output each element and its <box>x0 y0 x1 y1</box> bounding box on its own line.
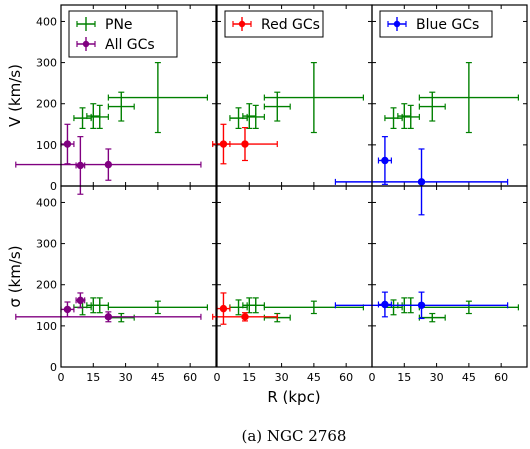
data-point <box>107 91 135 122</box>
y-tick-label: 200 <box>36 98 57 111</box>
data-point <box>90 104 109 130</box>
y-axis-label: V (km/s) <box>6 64 24 127</box>
data-point <box>334 291 509 320</box>
data-point <box>212 126 278 162</box>
data-point <box>60 301 75 318</box>
data-point <box>384 107 403 130</box>
x-tick-label: 15 <box>86 371 100 384</box>
data-point <box>216 292 231 325</box>
legend: Red GCs <box>224 10 324 38</box>
data-point <box>229 107 248 130</box>
series-unnamed <box>73 297 208 323</box>
x-tick-label: 15 <box>397 371 411 384</box>
legend-entry: Red GCs <box>232 17 320 33</box>
x-tick-label: 0 <box>58 371 65 384</box>
data-point <box>334 148 509 216</box>
series-blue-gcs <box>334 136 509 216</box>
x-tick-label: 15 <box>242 371 256 384</box>
x-tick-label: 0 <box>369 371 376 384</box>
panel-frame <box>216 185 373 368</box>
data-point <box>107 300 208 315</box>
panel-6: 0 15 30 45 60 <box>334 185 528 384</box>
series-all-gcs <box>15 123 202 195</box>
data-point <box>263 300 364 315</box>
legend-label: Blue GCs <box>416 17 479 33</box>
data-point <box>212 312 278 322</box>
y-tick-label: 100 <box>36 139 57 152</box>
y-tick-label: 200 <box>36 279 57 292</box>
x-tick-label: 30 <box>430 371 444 384</box>
data-point <box>418 91 446 122</box>
y-tick-label: 0 <box>50 361 57 374</box>
y-tick-label: 100 <box>36 320 57 333</box>
data-point <box>418 300 519 315</box>
legend: Blue GCs <box>379 10 493 38</box>
data-point <box>75 292 86 309</box>
x-tick-label: 45 <box>151 371 165 384</box>
series-unnamed <box>384 61 519 134</box>
data-point <box>263 61 364 134</box>
series-unnamed <box>229 61 364 134</box>
x-tick-label: 60 <box>183 371 197 384</box>
series-pne <box>73 61 208 134</box>
panel-5: 0 15 30 45 60 <box>212 185 373 384</box>
legend: PNe All GCs <box>68 10 178 58</box>
x-axis-label: R (kpc) <box>267 388 320 406</box>
x-tick-label: 60 <box>494 371 508 384</box>
y-axis-label: σ (km/s) <box>6 245 24 307</box>
data-point <box>15 148 202 181</box>
data-point <box>75 136 86 195</box>
x-tick-label: 0 <box>214 371 221 384</box>
data-point <box>229 299 248 316</box>
legend-entry: PNe <box>76 17 133 33</box>
data-point <box>246 104 265 130</box>
figure-caption: (a) NGC 2768 <box>242 427 347 445</box>
legend-label: Red GCs <box>261 17 320 33</box>
legend-label: PNe <box>105 17 133 33</box>
series-unnamed <box>15 292 202 323</box>
y-tick-label: 0 <box>50 180 57 193</box>
series-unnamed <box>212 292 278 325</box>
panel-frame <box>60 185 217 368</box>
x-tick-label: 30 <box>275 371 289 384</box>
legend-label: All GCs <box>105 37 155 53</box>
data-point <box>86 103 101 130</box>
x-tick-label: 45 <box>462 371 476 384</box>
y-tick-label: 400 <box>36 15 57 28</box>
data-point <box>418 312 446 323</box>
y-tick-label: 300 <box>36 238 57 251</box>
data-point <box>263 91 291 122</box>
series-red-gcs <box>212 123 278 165</box>
data-point <box>242 103 257 130</box>
data-point <box>107 312 135 323</box>
legend-entry: Blue GCs <box>387 17 479 33</box>
panel-2: Red GCs <box>212 4 373 187</box>
data-point <box>15 311 202 323</box>
panel-4: 0 15 30 45 60 0 100 200 300 400 σ (km/s) <box>6 185 217 384</box>
data-point <box>377 291 392 318</box>
legend-entry: All GCs <box>76 37 155 53</box>
y-tick-label: 300 <box>36 57 57 70</box>
data-point <box>73 107 92 130</box>
panel-3: Blue GCs <box>334 4 528 216</box>
data-point <box>107 61 208 134</box>
x-tick-label: 45 <box>307 371 321 384</box>
x-tick-label: 60 <box>339 371 353 384</box>
series-unnamed <box>229 297 364 323</box>
data-point <box>418 61 519 134</box>
panel-1: 0 100 200 300 400 V (km/s) PNe All GCs <box>6 4 217 195</box>
series-unnamed <box>334 291 509 320</box>
data-point <box>377 136 392 185</box>
series-unnamed <box>384 297 519 323</box>
data-point <box>397 103 412 130</box>
x-tick-label: 30 <box>119 371 133 384</box>
y-tick-label: 400 <box>36 196 57 209</box>
data-point <box>60 123 75 165</box>
panel-frame <box>371 185 528 368</box>
data-point <box>401 104 420 130</box>
